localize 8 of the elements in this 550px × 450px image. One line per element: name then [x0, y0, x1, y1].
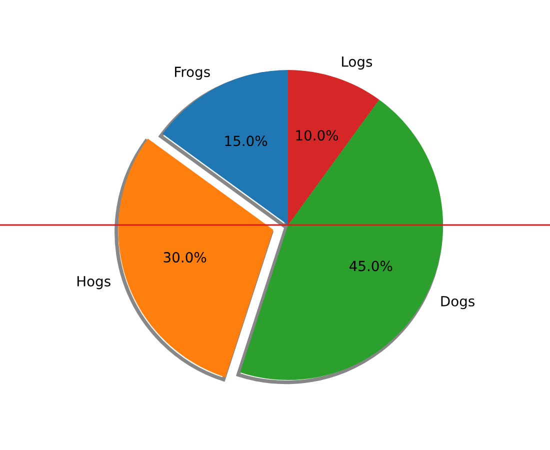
data-label: 30.0% [164, 252, 206, 263]
slice-label: Frogs [175, 66, 210, 80]
slice-label: Logs [342, 56, 372, 70]
data-label: 10.0% [296, 130, 338, 141]
data-label: 45.0% [349, 260, 392, 272]
slice-label: Hogs [77, 276, 110, 290]
slice-label: Dogs [441, 296, 474, 310]
data-label: 15.0% [225, 136, 268, 146]
